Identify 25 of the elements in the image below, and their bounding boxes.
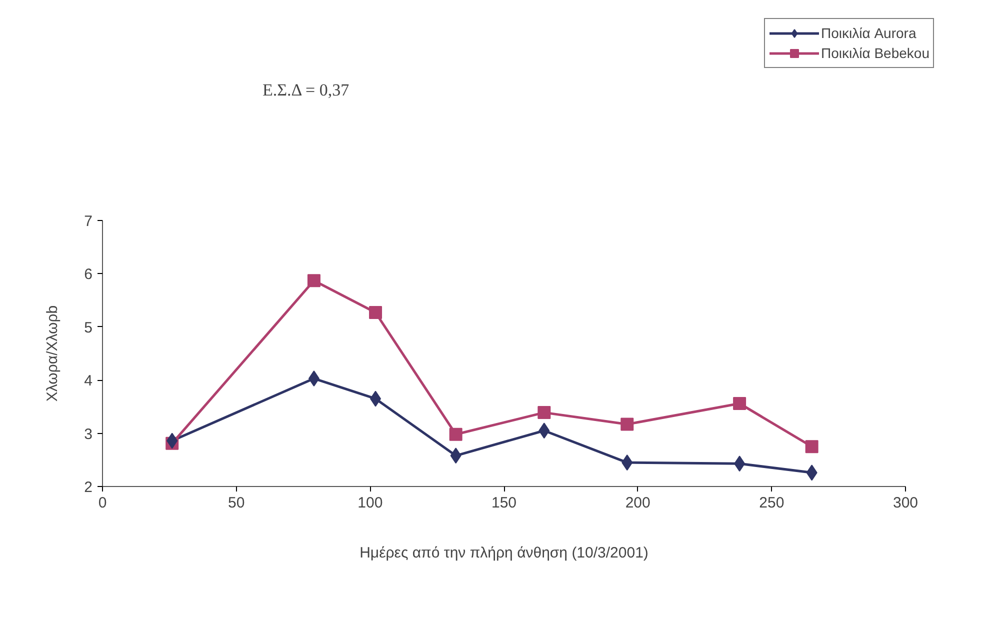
y-tick-label: 3 (84, 426, 92, 443)
x-tick-label: 100 (358, 494, 383, 512)
point (805, 440, 818, 454)
y-axis-title: Χλωρα/Χλωρb (44, 305, 61, 402)
legend-label: Ποικιλία Bebekou (821, 45, 930, 61)
point (620, 418, 634, 431)
x-tick-label: 250 (759, 494, 784, 512)
y-tick-label: 4 (84, 372, 92, 390)
x-axis-title: Ημέρες από την πλήρη άνθηση (10/3/2001) (360, 544, 648, 562)
x-tick-label: 300 (892, 494, 918, 512)
point (733, 397, 746, 410)
point (369, 306, 382, 320)
y-tick-label: 7 (84, 213, 92, 230)
y-tick-label: 6 (84, 266, 92, 284)
x-tick-label: 50 (228, 494, 245, 512)
y-tick-label: 5 (84, 319, 92, 336)
x-tick-label: 150 (491, 494, 517, 512)
y-tick-label: 2 (84, 479, 92, 496)
point (449, 428, 462, 441)
x-tick-label: 0 (98, 494, 107, 512)
text: Ε.Σ.Δ = 0,37 (262, 80, 350, 100)
x-tick-label: 200 (625, 494, 650, 512)
point (538, 406, 551, 420)
legend-label: Ποικιλία Aurora (821, 25, 916, 41)
point (307, 274, 320, 288)
